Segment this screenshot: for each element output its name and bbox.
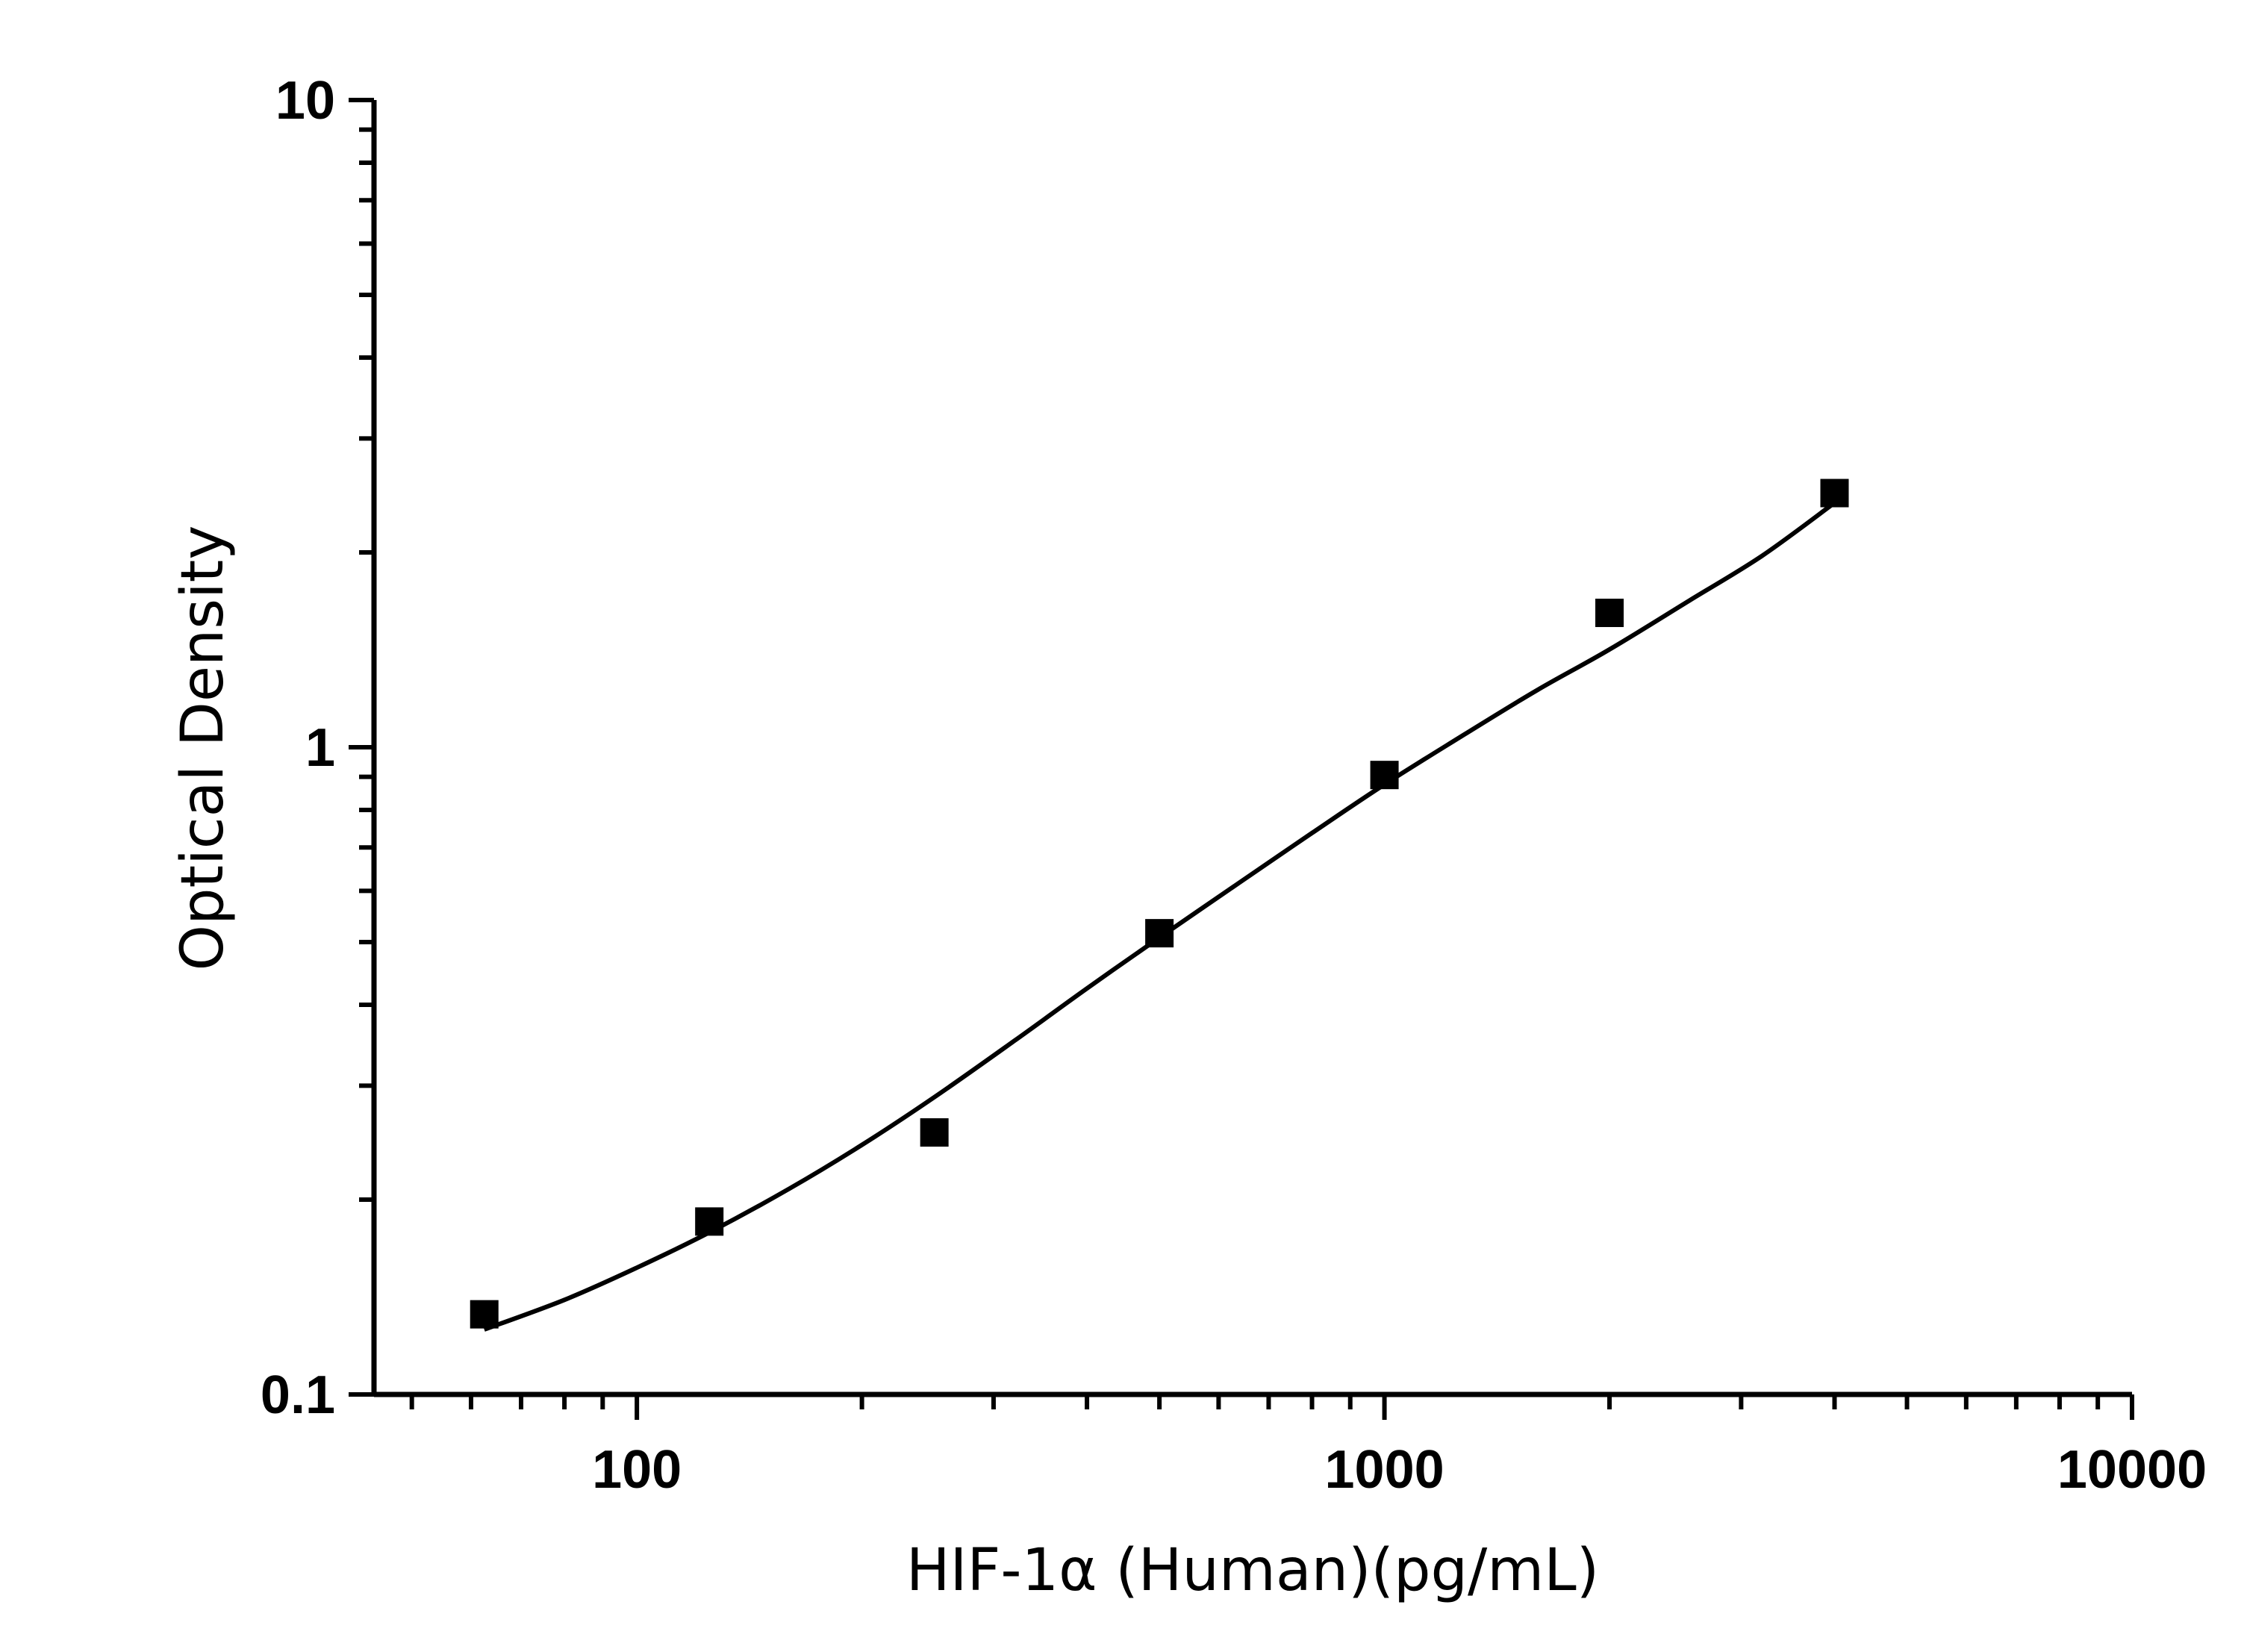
data-point bbox=[695, 1207, 724, 1236]
x-axis-title: HIF-1α (Human)(pg/mL) bbox=[906, 1537, 1599, 1604]
y-tick-label: 1 bbox=[305, 718, 335, 778]
x-axis-ticks bbox=[409, 1394, 2134, 1420]
fitted-curve bbox=[483, 501, 1836, 1332]
data-point bbox=[1595, 598, 1624, 627]
y-axis-ticks bbox=[349, 98, 374, 1397]
y-axis-tick-labels: 0.1 1 10 bbox=[261, 71, 335, 1425]
x-tick-label: 10000 bbox=[2057, 1440, 2207, 1500]
x-axis-tick-labels: 100 1000 10000 bbox=[592, 1440, 2207, 1500]
data-point bbox=[470, 1300, 499, 1329]
y-tick-label: 0.1 bbox=[261, 1365, 335, 1425]
y-tick-label: 10 bbox=[275, 71, 335, 131]
plot-area: 0.1 1 10 100 1000 10000 bbox=[261, 71, 2207, 1500]
data-point bbox=[920, 1118, 949, 1147]
data-point bbox=[1820, 479, 1849, 508]
data-point bbox=[1145, 919, 1174, 948]
data-points bbox=[470, 479, 1849, 1329]
x-tick-label: 1000 bbox=[1324, 1440, 1444, 1500]
x-tick-label: 100 bbox=[592, 1440, 682, 1500]
data-point bbox=[1370, 761, 1399, 790]
y-axis-title: Optical Density bbox=[169, 526, 237, 971]
